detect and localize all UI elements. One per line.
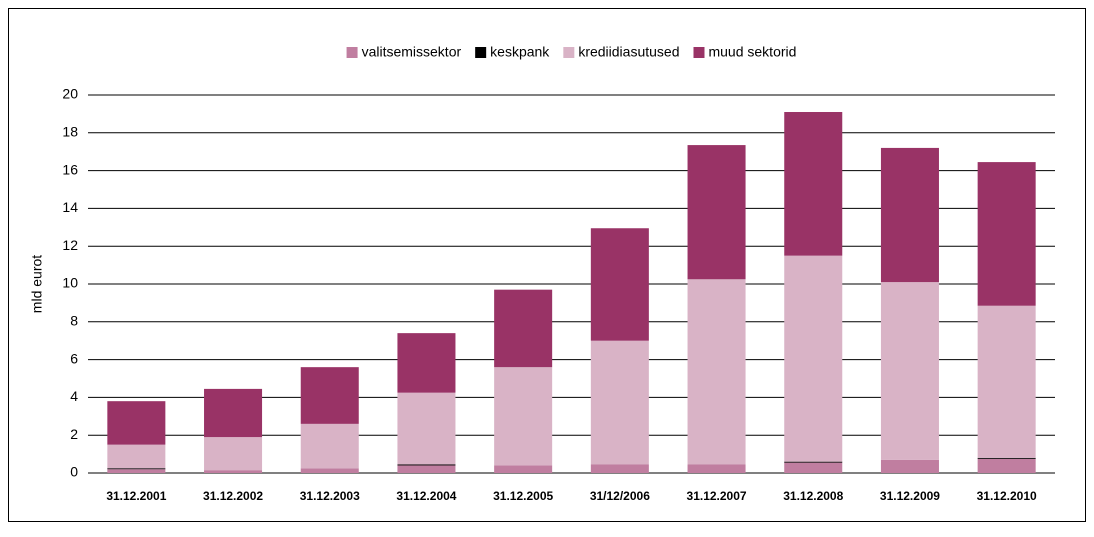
bar-segment [784,255,843,462]
bar-segment [397,392,456,465]
bar-segment [977,458,1036,473]
x-tick-label: 31.12.2005 [493,489,553,503]
bar-segment [107,469,166,473]
bar-segment [880,147,939,283]
bar-segment [687,145,746,280]
x-tick-label: 31.12.2010 [977,489,1037,503]
bar-segment [977,305,1036,458]
y-tick-label: 4 [70,388,78,404]
y-tick-label: 18 [62,124,78,140]
bar-segment [494,289,553,368]
bar-segment [590,228,649,341]
bar-segment [397,333,456,393]
bar-segment [977,162,1036,306]
y-tick-label: 8 [70,313,78,329]
legend-label: keskpank [490,44,550,60]
x-tick-label: 31.12.2001 [106,489,166,503]
bar-segment [300,367,359,424]
bar-segment [880,459,939,473]
bar-segment [494,367,553,466]
bar-segment [494,465,553,473]
bar-segment [397,465,456,473]
bar-segment [397,464,456,466]
y-tick-label: 2 [70,426,78,442]
x-tick-label: 31.12.2008 [783,489,843,503]
legend-swatch [563,47,575,58]
legend-swatch [693,47,705,58]
bar-segment [977,457,1036,459]
legend-swatch [346,47,358,58]
legend-label: muud sektorid [708,44,796,60]
x-tick-label: 31.12.2007 [687,489,747,503]
bar-segment [687,279,746,465]
y-tick-label: 20 [62,86,78,102]
bar-segment [784,462,843,473]
y-axis-label: mld eurot [29,255,45,313]
y-tick-label: 16 [62,161,78,177]
y-tick-label: 10 [62,275,78,291]
bar-segment [204,388,263,438]
x-tick-label: 31.12.2004 [396,489,456,503]
y-tick-label: 0 [70,464,78,480]
bar-segment [784,112,843,256]
x-tick-label: 31/12/2006 [590,489,650,503]
bar-segment [300,468,359,473]
bar-segment [204,437,263,471]
bar-segment [784,461,843,463]
legend-label: krediidiasutused [578,44,679,60]
bar-segment [107,401,166,445]
bar-segment [107,444,166,469]
legend-swatch [475,47,487,58]
y-tick-label: 12 [62,237,78,253]
y-tick-label: 14 [62,199,78,215]
x-tick-label: 31.12.2002 [203,489,263,503]
y-tick-label: 6 [70,350,78,366]
bar-segment [590,464,649,473]
legend-label: valitsemissektor [362,44,462,60]
bar-segment [687,464,746,473]
x-tick-label: 31.12.2003 [300,489,360,503]
bar-segment [590,340,649,465]
bar-segment [107,468,166,470]
x-tick-label: 31.12.2009 [880,489,940,503]
bar-segment [204,470,263,473]
bar-segment [880,282,939,460]
bar-segment [300,423,359,469]
